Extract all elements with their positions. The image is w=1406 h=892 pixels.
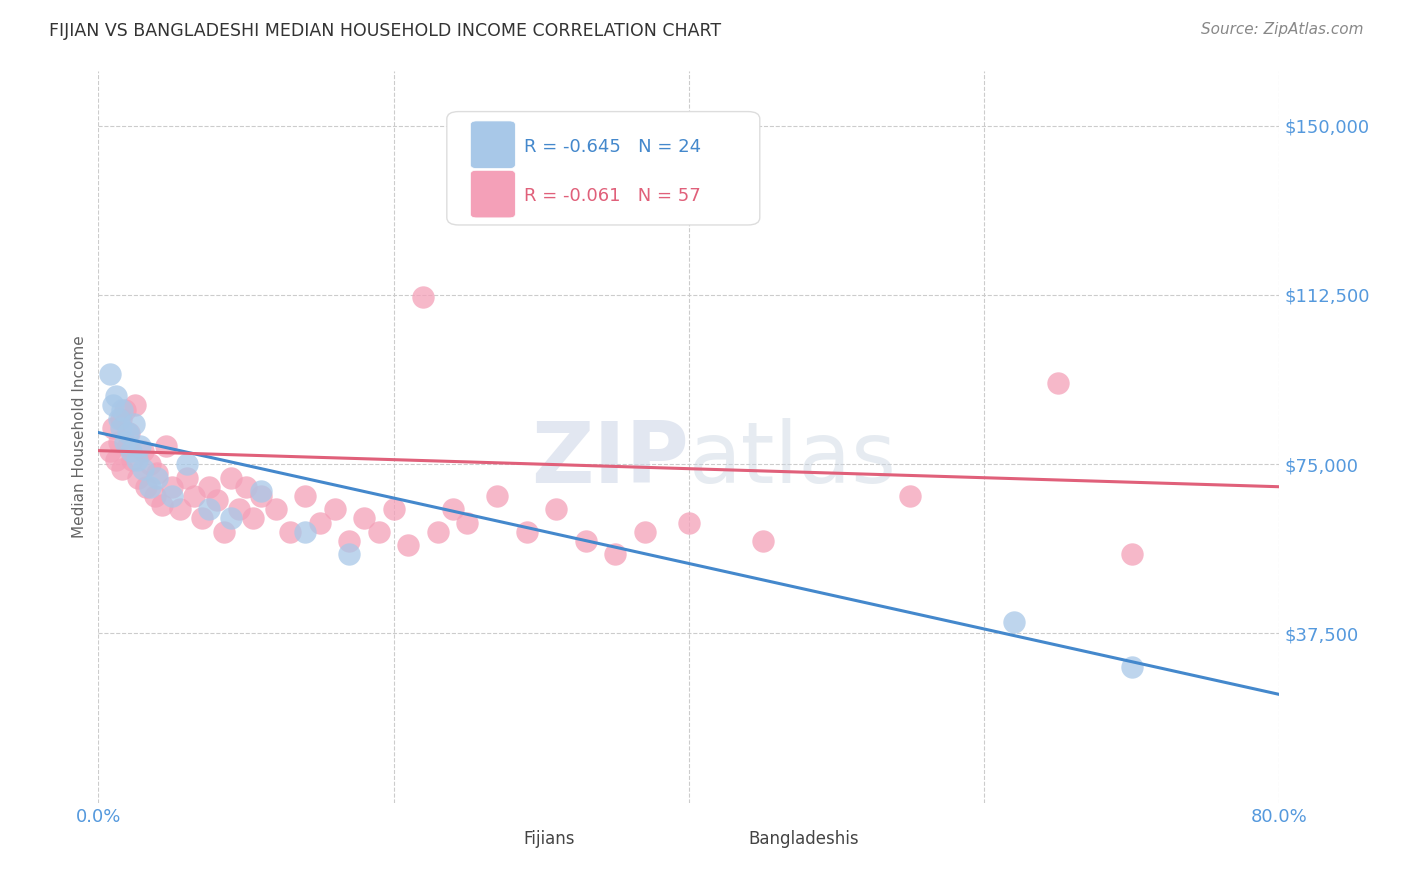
Point <box>162 480 183 494</box>
Point <box>221 471 243 485</box>
Point <box>98 443 121 458</box>
Point <box>339 548 361 562</box>
Point <box>176 457 198 471</box>
Point <box>221 511 243 525</box>
Point <box>143 489 166 503</box>
Point <box>121 452 143 467</box>
Point <box>323 502 346 516</box>
Point <box>105 389 128 403</box>
Text: Bangladeshis: Bangladeshis <box>748 830 859 848</box>
Point <box>900 489 922 503</box>
Point <box>398 538 420 552</box>
Point <box>575 533 598 548</box>
Text: R = -0.645   N = 24: R = -0.645 N = 24 <box>523 137 700 155</box>
Point <box>1047 376 1070 390</box>
Point <box>117 439 139 453</box>
Point <box>146 466 169 480</box>
Point <box>486 489 509 503</box>
Point <box>250 484 273 499</box>
Point <box>105 452 128 467</box>
FancyBboxPatch shape <box>471 170 516 218</box>
Point <box>176 471 198 485</box>
Point <box>146 471 169 485</box>
Point <box>111 403 134 417</box>
Text: atlas: atlas <box>689 417 897 500</box>
FancyBboxPatch shape <box>709 826 745 854</box>
Point <box>132 443 155 458</box>
Point <box>103 399 125 413</box>
Point <box>110 421 132 435</box>
Point <box>150 498 173 512</box>
Point <box>441 502 464 516</box>
Point <box>678 516 700 530</box>
Point <box>294 489 316 503</box>
Point <box>457 516 479 530</box>
Point <box>108 434 131 449</box>
Point <box>228 502 250 516</box>
Point <box>139 457 162 471</box>
Text: ZIP: ZIP <box>531 417 689 500</box>
Point <box>162 489 183 503</box>
Point <box>235 480 257 494</box>
Y-axis label: Median Household Income: Median Household Income <box>72 335 87 539</box>
Point <box>752 533 775 548</box>
Point <box>294 524 316 539</box>
Text: R = -0.061   N = 57: R = -0.061 N = 57 <box>523 187 700 205</box>
Point <box>111 461 134 475</box>
Point <box>205 493 228 508</box>
Point <box>125 452 148 467</box>
Point <box>127 471 149 485</box>
Point <box>634 524 657 539</box>
Point <box>516 524 538 539</box>
Point <box>1002 615 1025 630</box>
Point <box>132 461 155 475</box>
Point <box>242 511 264 525</box>
Point <box>250 489 273 503</box>
Point <box>605 548 627 562</box>
Point <box>309 516 332 530</box>
Point <box>191 511 214 525</box>
Point <box>427 524 450 539</box>
Point <box>108 412 131 426</box>
Point <box>198 480 221 494</box>
Point <box>412 290 434 304</box>
Point <box>135 480 157 494</box>
Point <box>114 403 136 417</box>
Point <box>139 480 162 494</box>
Point <box>546 502 568 516</box>
Point <box>110 412 132 426</box>
Point <box>103 421 125 435</box>
Point <box>169 502 191 516</box>
Text: Fijians: Fijians <box>523 830 575 848</box>
Point <box>114 434 136 449</box>
Text: FIJIAN VS BANGLADESHI MEDIAN HOUSEHOLD INCOME CORRELATION CHART: FIJIAN VS BANGLADESHI MEDIAN HOUSEHOLD I… <box>49 22 721 40</box>
Point <box>353 511 375 525</box>
Point <box>1121 548 1143 562</box>
Point <box>117 425 139 440</box>
Point <box>198 502 221 516</box>
Point <box>120 443 142 458</box>
FancyBboxPatch shape <box>447 112 759 225</box>
Point <box>118 425 141 440</box>
Point <box>1121 660 1143 674</box>
Point <box>339 533 361 548</box>
Point <box>264 502 287 516</box>
Point <box>368 524 391 539</box>
FancyBboxPatch shape <box>485 826 522 854</box>
Point <box>124 399 146 413</box>
Point <box>155 439 177 453</box>
Point <box>382 502 405 516</box>
Text: Source: ZipAtlas.com: Source: ZipAtlas.com <box>1201 22 1364 37</box>
Point <box>280 524 302 539</box>
Point <box>183 489 205 503</box>
Point <box>122 417 145 431</box>
Point <box>98 367 121 381</box>
FancyBboxPatch shape <box>471 121 516 169</box>
Point <box>128 439 150 453</box>
Point <box>212 524 235 539</box>
